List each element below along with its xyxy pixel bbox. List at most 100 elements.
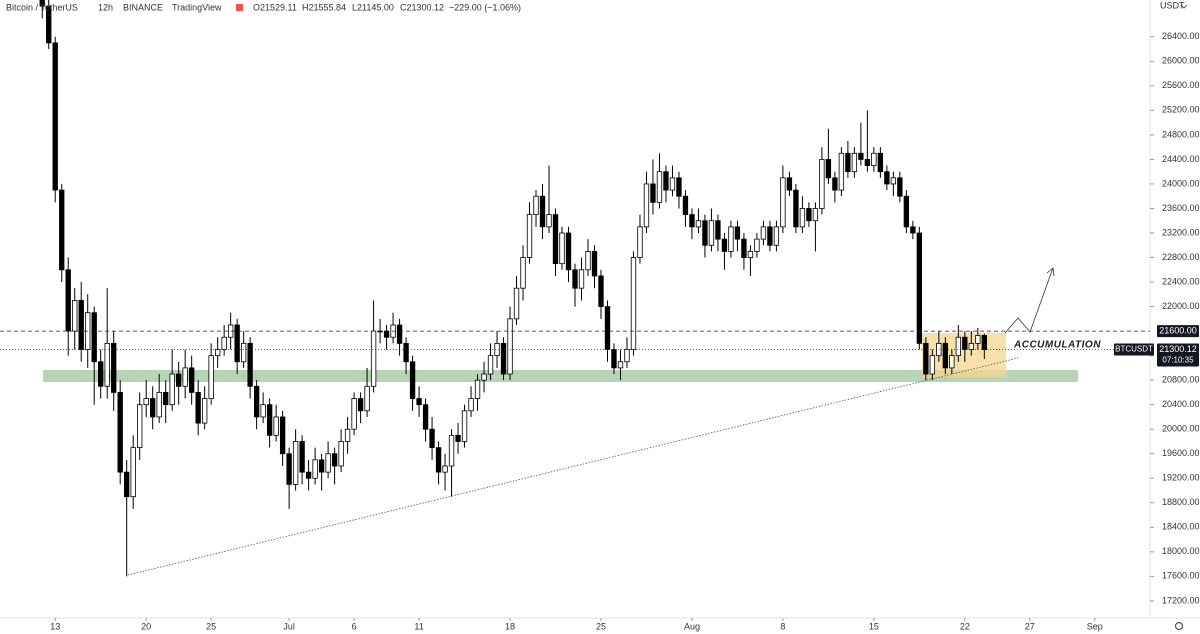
candle-body [130,447,136,498]
x-tick-label: 11 [414,621,423,631]
candle-body [877,152,884,173]
candle-body [572,269,578,289]
candle-body [318,459,325,473]
x-tick-label: 6 [352,621,357,631]
y-tick-label: 22400.00 [1162,276,1200,286]
candle-body [520,257,526,289]
candle-body [812,208,819,222]
candle-body [767,226,773,246]
interval: 12h [98,2,113,12]
candle-body [650,183,656,203]
candle-body [949,355,955,369]
last-price-label: 21300.12 [1159,344,1197,354]
candle-body [455,434,461,442]
candle-body [182,367,188,387]
ohlc-open: O21529.11 [253,2,297,12]
candle-body [676,177,682,197]
candle-body [702,220,708,246]
price-line-label: 21600.00 [1159,325,1197,335]
candle-body [793,189,799,228]
candle-body [734,226,741,240]
y-tick-label: 17200.00 [1162,595,1200,605]
y-tick-label: 24800.00 [1162,129,1200,139]
candle-body [364,385,370,412]
candle-body [591,250,598,277]
x-tick-label: Aug [684,621,700,631]
candle-body [312,459,318,479]
candle-body [195,392,201,424]
y-tick-label: 24400.00 [1162,154,1200,164]
ohlc-change: −229.00 (−1.06%) [449,2,521,12]
candle-body [188,367,195,393]
candle-body [435,447,442,473]
candle-body [825,159,832,179]
y-tick-label: 18800.00 [1162,497,1200,507]
candle-body [98,361,104,387]
candle-body [845,152,851,173]
candle-body [247,342,253,387]
candle-body [175,373,182,387]
candle-body [442,465,448,473]
candle-body [851,152,858,173]
candle-body [72,300,78,332]
candle-body [695,220,702,228]
candle-body [689,214,695,228]
candle-body [150,398,156,418]
projection-arrow [1004,267,1054,334]
candle-body [630,257,637,350]
y-tick-label: 24000.00 [1162,178,1200,188]
candle-body [46,5,52,44]
candle-body [747,250,754,258]
candle-body [253,385,260,418]
candle-body [578,269,585,289]
candle-body [474,379,481,399]
candle-body [890,177,897,185]
candle-body [611,349,617,369]
candle-body [585,250,591,271]
candle-body [240,342,247,363]
candle-body [59,189,65,271]
candle-body [169,373,175,406]
price-line-tag [1157,325,1199,338]
candle-body [656,171,663,203]
candle-body [500,342,507,375]
candle-body [39,0,45,7]
currency-dropdown[interactable] [1180,4,1188,9]
candle-body [806,208,812,222]
candle-body [344,428,351,442]
candle-body [903,195,910,228]
candle-body [52,42,58,191]
candle-body [299,441,305,473]
settings-icon[interactable] [1174,621,1184,631]
candle-body [669,177,676,191]
candle-body [728,226,734,252]
candle-body [91,312,97,363]
candle-body [208,355,214,399]
candle-body [279,416,286,455]
candle-body [65,269,71,332]
candle-body [409,361,416,399]
candle-body [338,441,344,467]
candle-body [942,342,949,369]
candle-body [910,226,916,234]
y-tick-label: 26000.00 [1162,56,1200,66]
x-tick-label: 8 [780,621,785,631]
currency[interactable]: USDT [1160,0,1185,10]
candle-body [916,232,923,344]
candle-body [708,220,715,246]
y-tick-label: 26400.00 [1162,31,1200,41]
status-icon [236,4,243,11]
candle-body [137,404,143,449]
candle-body [214,349,221,357]
x-tick-label: 25 [596,621,606,631]
candle-body [721,238,728,252]
candle-body [331,453,338,467]
candle-body [929,355,936,375]
candle-body [163,392,169,406]
y-tick-label: 25600.00 [1162,80,1200,90]
candle-body [923,342,929,375]
symbol-label: BTCUSDT [1115,345,1153,354]
candle-body [305,471,312,479]
candle-body [494,342,500,357]
